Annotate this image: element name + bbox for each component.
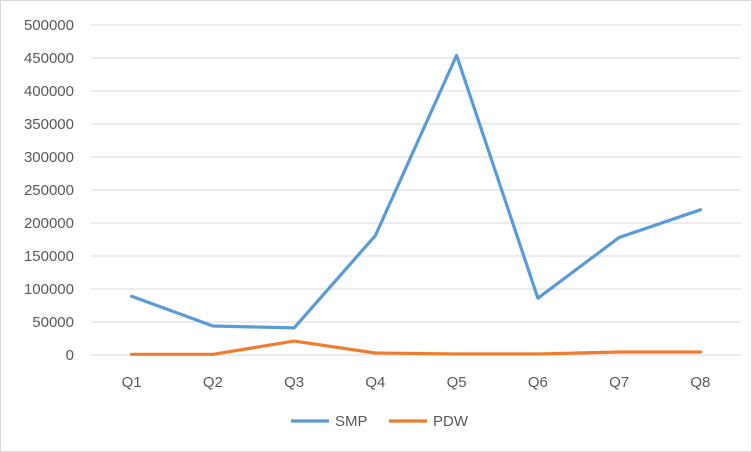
series-line-smp xyxy=(130,53,703,330)
x-tick-label: Q6 xyxy=(528,374,548,391)
gridlines xyxy=(91,24,741,356)
y-tick-label: 300000 xyxy=(24,149,74,166)
x-tick-label: Q3 xyxy=(284,374,304,391)
y-tick-label: 50000 xyxy=(32,314,74,331)
legend: SMP PDW xyxy=(291,413,469,430)
x-tick-label: Q8 xyxy=(690,374,710,391)
x-tick-label: Q7 xyxy=(609,374,629,391)
x-tick-label: Q4 xyxy=(365,374,385,391)
series-lines xyxy=(130,53,703,356)
legend-label-pdw: PDW xyxy=(433,413,469,430)
x-tick-label: Q1 xyxy=(122,374,142,391)
x-tick-label: Q2 xyxy=(203,374,223,391)
y-tick-label: 0 xyxy=(66,347,74,364)
x-axis-tick-labels: Q1 Q2 Q3 Q4 Q5 Q6 Q7 Q8 xyxy=(122,374,711,391)
y-tick-label: 500000 xyxy=(24,17,74,34)
x-tick-label: Q5 xyxy=(447,374,467,391)
y-tick-label: 100000 xyxy=(24,281,74,298)
y-tick-label: 450000 xyxy=(24,50,74,67)
y-tick-label: 400000 xyxy=(24,83,74,100)
y-axis-tick-labels: 0 50000 100000 150000 200000 250000 300000 3500… xyxy=(24,17,74,364)
y-tick-label: 350000 xyxy=(24,116,74,133)
y-tick-label: 150000 xyxy=(24,248,74,265)
y-tick-label: 250000 xyxy=(24,182,74,199)
series-line-pdw xyxy=(130,339,703,356)
y-tick-label: 200000 xyxy=(24,215,74,232)
legend-label-smp: SMP xyxy=(335,413,368,430)
